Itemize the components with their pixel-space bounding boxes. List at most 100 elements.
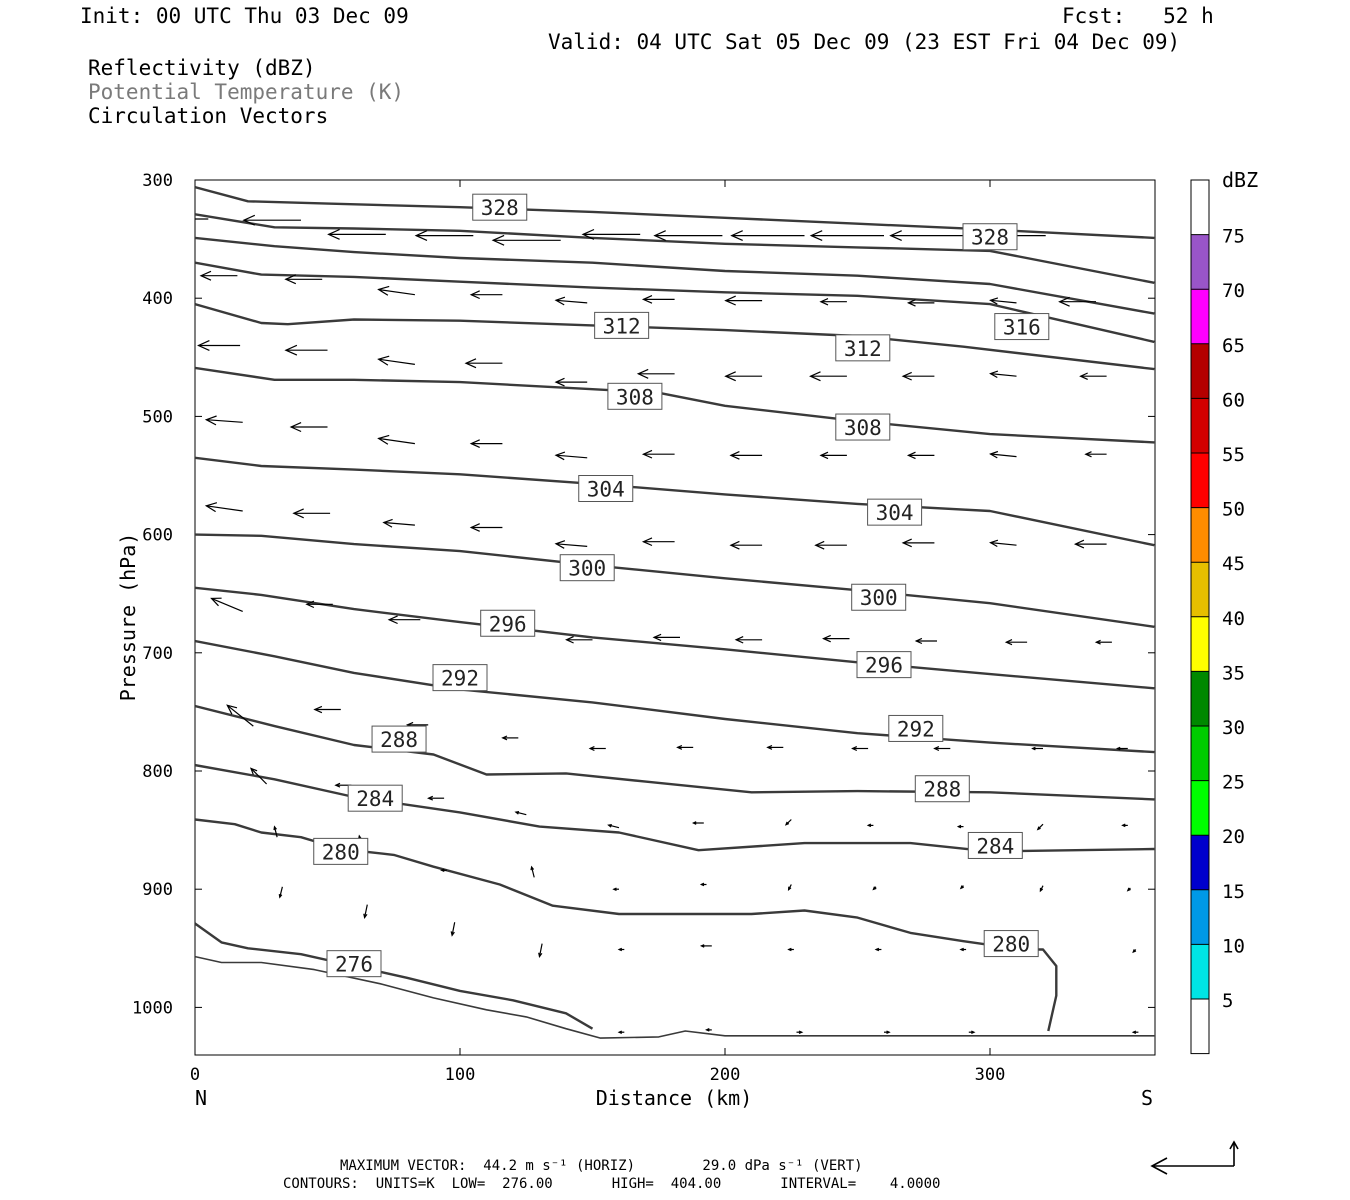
circulation-vector [565,636,593,644]
colorbar-segment [1191,507,1209,563]
circulation-vector [906,451,935,460]
circulation-vector [959,885,964,890]
circulation-vector [226,704,254,727]
contour-label-280: 280 [983,930,1039,958]
circulation-vector [363,904,368,920]
colorbar-segment [1191,944,1209,999]
circulation-vector [641,449,675,459]
circulation-vector [1073,539,1107,549]
isentrope-surface [195,955,1155,1039]
circulation-vector [469,290,503,300]
svg-text:316: 316 [1003,316,1041,340]
circulation-vector [195,218,209,220]
field-label-circulation-vectors: Circulation Vectors [88,104,329,128]
circulation-vector [989,297,1017,305]
svg-text:288: 288 [380,728,418,752]
circulation-vector [653,230,723,241]
circulation-vector [1031,746,1043,751]
circulation-vector [305,600,333,609]
x-tick-label: 0 [190,1065,200,1085]
circulation-vector [554,377,588,387]
svg-text:300: 300 [568,557,606,581]
svg-text:280: 280 [992,933,1030,957]
circulation-vector [872,886,877,891]
colorbar-tick-label: 10 [1222,935,1245,957]
init-time: Init: 00 UTC Thu 03 Dec 09 [80,4,409,28]
colorbar-segment [1191,453,1209,508]
y-tick-label: 600 [142,526,173,546]
circulation-vector [901,538,935,548]
isentrope-292 [195,639,1155,754]
colorbar-segment [1191,726,1209,781]
field-label-reflectivity: Reflectivity (dBZ) [88,56,316,80]
circulation-vector [501,735,519,741]
svg-text:308: 308 [616,385,654,409]
svg-text:284: 284 [976,834,1014,858]
circulation-vector [914,637,937,645]
circulation-vector [204,415,243,426]
y-tick-label: 1000 [132,998,173,1018]
colorbar-segment [1191,234,1209,290]
circulation-vector [1084,451,1107,458]
circulation-vector [273,825,278,838]
circulation-vector [440,868,447,873]
circulation-vector [989,450,1017,459]
circulation-vector [612,887,619,891]
circulation-vector [450,922,456,937]
circulation-vector [699,882,707,887]
circulation-vector [554,296,588,306]
circulation-vector [1079,372,1107,380]
contour-label-300: 300 [851,583,907,611]
colorbar-segment [1191,180,1209,235]
circulation-vector [766,744,784,750]
colorbar-tick-label: 75 [1222,226,1245,248]
circulation-vector [538,943,543,959]
circulation-vector [588,746,606,752]
svg-text:328: 328 [481,196,519,220]
contour-label-288: 288 [914,775,970,803]
colorbar-segment [1191,289,1209,344]
svg-text:304: 304 [587,478,625,502]
circulation-vector [822,634,850,643]
circulation-vector [607,824,620,829]
colorbar-tick-label: 35 [1222,662,1245,684]
isentrope-284 [195,763,1155,853]
circulation-vector [641,537,675,547]
colorbar-tick-label: 55 [1222,444,1245,466]
circulation-vector [819,451,847,460]
svg-text:304: 304 [876,501,914,525]
circulation-vector [382,518,415,528]
circulation-vector [491,234,561,246]
x-tick-label: 300 [975,1065,1006,1085]
circulation-vector [730,230,805,241]
contour-label-316: 316 [994,313,1050,341]
circulation-vector [414,230,474,241]
contour-label-328: 328 [962,223,1018,251]
circulation-vector [289,422,328,433]
circulation-vector [313,705,341,714]
colorbar-segment [1191,999,1209,1054]
circulation-vector [796,1030,804,1034]
circulation-vector [249,767,268,785]
colorbar-segment [1191,562,1209,617]
reflectivity-colorbar: 5 10 15 20 25 30 35 40 45 50 55 60 65 70 75 [1190,179,1245,1055]
colorbar-title: dBZ [1222,168,1258,192]
circulation-vector [1036,823,1044,831]
isentrope-320 [195,236,1155,315]
circulation-vector [906,299,935,307]
circulation-vector [851,746,869,752]
circulation-vector [809,371,847,382]
svg-text:288: 288 [923,778,961,802]
circulation-vector [1094,639,1112,645]
isentrope-316 [195,261,1155,344]
contour-label-292: 292 [432,664,488,692]
colorbar-tick-label: 60 [1222,389,1245,411]
colorbar-tick-label: 65 [1222,335,1245,357]
circulation-vector [1004,639,1028,646]
isentrope-324 [195,213,1155,284]
circulation-vector [617,947,625,952]
circulation-vector [652,633,680,642]
circulation-vector [989,539,1017,548]
colorbar-tick-label: 40 [1222,608,1245,630]
